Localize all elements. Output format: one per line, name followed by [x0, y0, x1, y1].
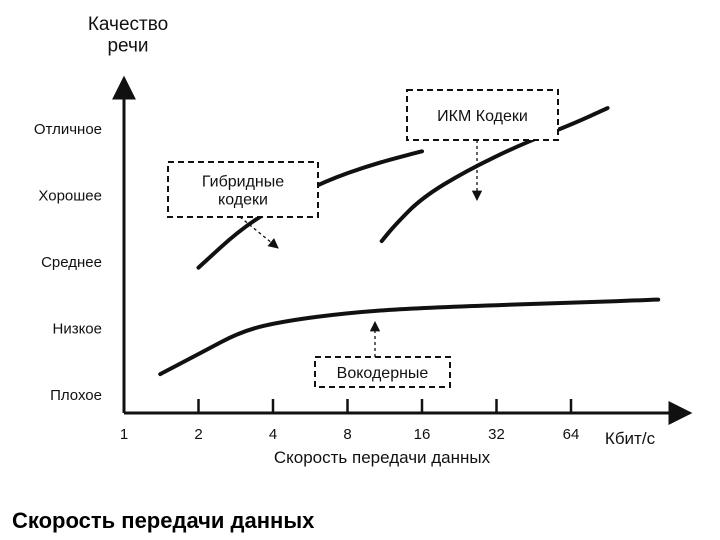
legend-label: Гибридные кодеки	[202, 174, 284, 209]
legend-label: ИКМ Кодеки	[437, 108, 528, 125]
x-tick-label: 16	[414, 426, 431, 443]
legend-label: Вокодерные	[337, 365, 429, 382]
legend-box	[167, 161, 319, 218]
legend-box	[314, 356, 451, 388]
axes	[112, 75, 693, 425]
y-category-label: Хорошее	[38, 188, 102, 205]
x-ticks: 1 2 4 8 16 32 64 Кбит/с	[120, 399, 656, 448]
axis-titles: Качество речи Скорость передачи данных	[88, 14, 491, 467]
x-tick-label: 32	[488, 426, 505, 443]
x-tick-label: 64	[563, 426, 580, 443]
series-line	[379, 106, 610, 244]
page-caption: Скорость передачи данных	[12, 508, 315, 533]
y-category-label: Отличное	[34, 121, 102, 138]
chart: 1 2 4 8 16 32 64 Кбит/с Плохое Низкое Среднее Хоро…	[34, 14, 693, 467]
x-tick-label: 1	[120, 426, 128, 443]
y-category-labels: Плохое Низкое Среднее Хорошее Отличное	[34, 121, 102, 404]
legend-pointer	[239, 216, 279, 249]
x-unit-label: Кбит/с	[605, 429, 656, 448]
y-category-label: Низкое	[52, 321, 102, 338]
legend-box	[406, 89, 559, 141]
series-lines	[158, 106, 661, 377]
x-tick-label: 8	[343, 426, 351, 443]
x-tick-label: 2	[194, 426, 202, 443]
y-axis-title: Качество речи	[88, 14, 168, 56]
series-line	[158, 297, 661, 377]
y-category-label: Плохое	[50, 387, 102, 404]
x-axis-title: Скорость передачи данных	[274, 448, 491, 467]
y-category-label: Среднее	[41, 254, 102, 271]
series-legend-boxes: Гибридные кодеки ИКМ Кодеки Вокодерные	[167, 89, 559, 388]
x-tick-label: 4	[269, 426, 277, 443]
